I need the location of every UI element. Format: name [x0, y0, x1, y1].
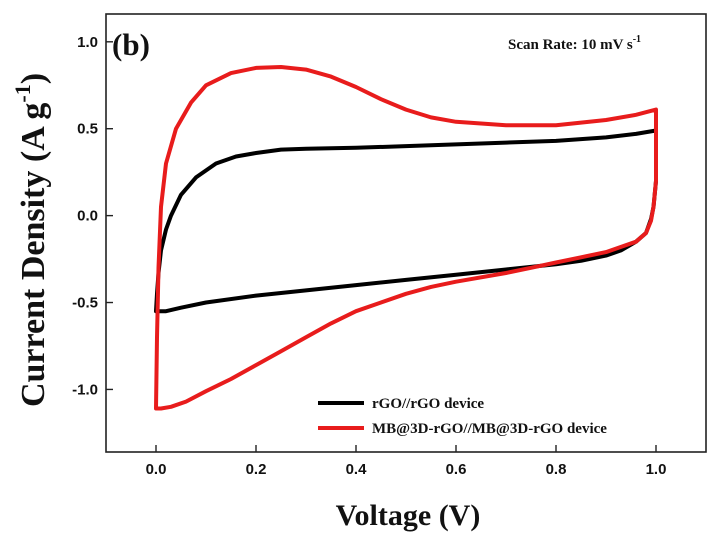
y-tick-label-3: 0.5 — [77, 121, 98, 138]
legend: rGO//rGO device MB@3D-rGO//MB@3D-rGO dev… — [318, 396, 607, 437]
x-axis-title: Voltage (V) — [336, 499, 481, 532]
plot-area — [105, 13, 707, 453]
panel-label: (b) — [112, 27, 150, 62]
series-line-1 — [154, 65, 658, 411]
scan-rate-annotation: Scan Rate: 10 mV s-1 — [508, 34, 641, 53]
y-axis-title-suffix: ) — [15, 73, 52, 84]
legend-label-rgo: rGO//rGO device — [372, 396, 484, 412]
y-axis-title-superscript: -1 — [10, 84, 35, 102]
y-tick-label-1: -0.5 — [72, 295, 98, 312]
y-tick-label-4: 1.0 — [77, 34, 98, 51]
x-tick-label-2: 0.4 — [346, 461, 368, 478]
y-tick-label-0: -1.0 — [72, 381, 98, 398]
scan-rate-superscript: -1 — [633, 34, 641, 45]
y-tick-label-2: 0.0 — [77, 208, 98, 225]
x-tick-label-5: 1.0 — [646, 461, 667, 478]
x-tick-label-0: 0.0 — [146, 461, 167, 478]
series-layer — [154, 65, 658, 411]
legend-label-mb: MB@3D-rGO//MB@3D-rGO device — [372, 421, 607, 437]
x-tick-label-4: 0.8 — [546, 461, 567, 478]
series-line-0 — [154, 128, 658, 314]
y-axis-title: Current Density (A g-1) — [10, 73, 52, 407]
x-tick-label-3: 0.6 — [446, 461, 467, 478]
scan-rate-text: Scan Rate: 10 mV s — [508, 37, 633, 53]
plot-frame — [105, 13, 707, 453]
axes-layer: 0.0 0.2 0.4 0.6 0.8 1.0 -1.0 -0.5 0.0 0.5 1.0 — [72, 34, 666, 478]
x-tick-label-1: 0.2 — [246, 461, 267, 478]
y-axis-title-text: Current Density (A g — [15, 103, 52, 407]
